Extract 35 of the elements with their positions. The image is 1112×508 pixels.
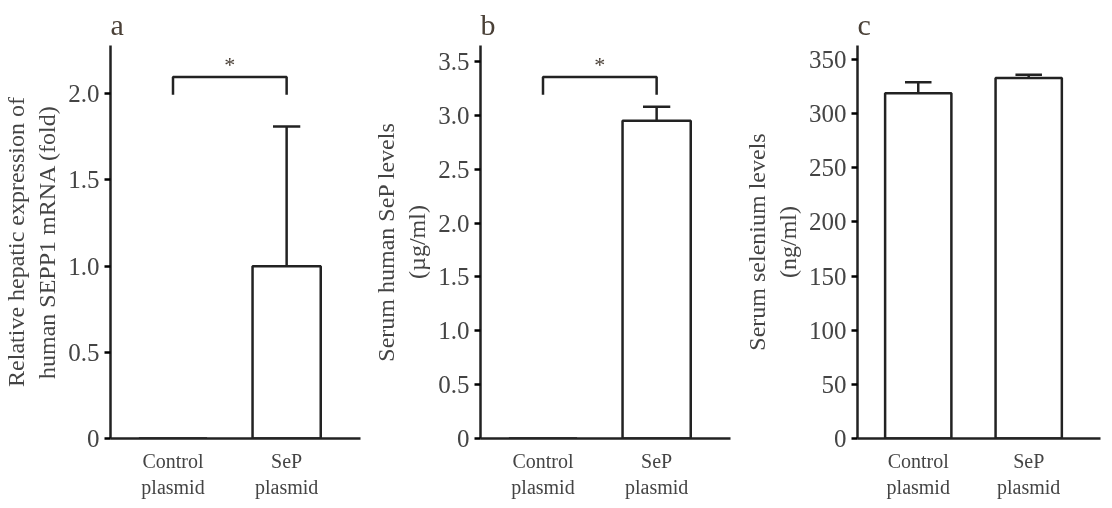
y-tick-label: 2.0 <box>438 209 470 237</box>
y-tick-label: 0 <box>457 425 470 452</box>
x-tick-label: SeP plasmid <box>997 449 1061 499</box>
x-tick-label: Control plasmid <box>511 449 575 499</box>
x-tick-label: Control plasmid <box>141 449 205 499</box>
y-tick-label: 350 <box>809 46 847 74</box>
y-tick-label: 1.5 <box>438 263 470 291</box>
annotation: * <box>594 51 606 77</box>
y-tick-label: 50 <box>821 370 847 398</box>
y-tick-label: 0 <box>834 425 847 452</box>
y-tick-label: 0 <box>87 425 100 452</box>
annotation: * <box>224 51 236 77</box>
y-tick-label: 1.0 <box>438 317 470 345</box>
y-tick-label: 0.5 <box>438 371 470 399</box>
y-tick-label: 1.0 <box>68 252 100 280</box>
y-tick-label: 150 <box>809 262 847 290</box>
y-tick-label: 100 <box>809 316 847 344</box>
y-tick-label: 1.5 <box>68 166 100 194</box>
y-tick-label: 2.5 <box>438 155 470 183</box>
y-tick-label: 3.5 <box>438 48 470 76</box>
chart-title: b <box>480 7 496 41</box>
x-tick-label: Control plasmid <box>886 449 950 499</box>
y-tick-label: 300 <box>809 100 847 128</box>
x-tick-label: SeP plasmid <box>624 449 689 499</box>
y-axis-title: Serum selenium levels (ng/ml) <box>743 133 801 351</box>
y-tick-label: 200 <box>809 208 847 236</box>
y-tick-label: 250 <box>809 154 847 182</box>
chart-title: a <box>110 7 124 41</box>
y-axis-title: Relative hepatic expression of human SEPP1 mRNA (fold) <box>3 97 61 387</box>
y-tick-label: 2.0 <box>68 80 100 108</box>
y-axis-title: Serum human SeP levels (µg/ml) <box>373 123 431 362</box>
y-tick-label: 0.5 <box>68 338 100 366</box>
y-tick-label: 3.0 <box>438 101 470 129</box>
chart-title: c <box>857 7 871 41</box>
x-tick-label: SeP plasmid <box>254 449 319 499</box>
